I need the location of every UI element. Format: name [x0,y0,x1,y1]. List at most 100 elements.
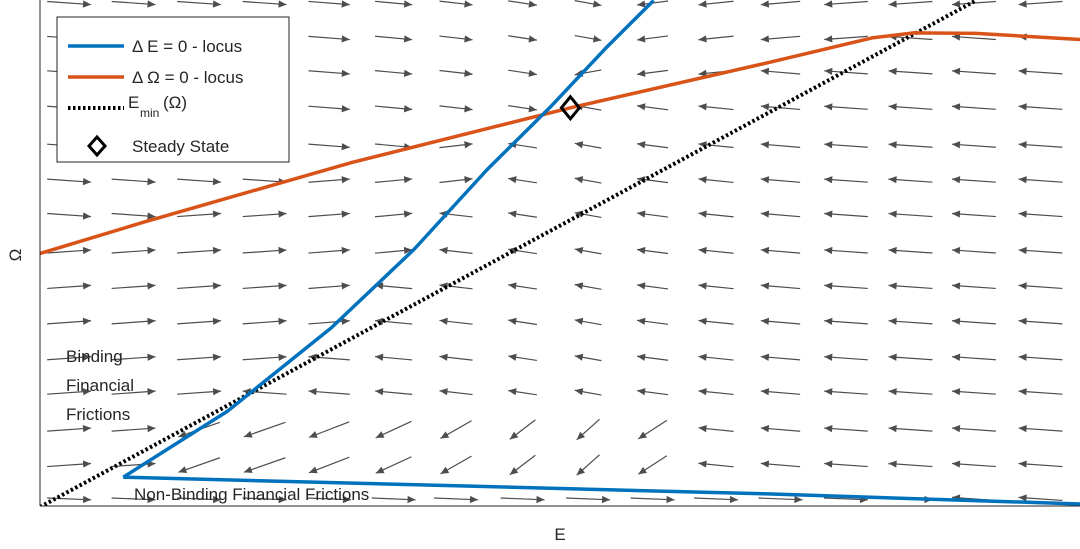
flow-arrow [888,353,933,361]
flow-arrow-head [951,246,961,255]
legend-label-emin-sub: min [140,106,159,120]
flow-arrow [308,176,350,184]
flow-arrow [509,419,536,440]
flow-arrow [1018,141,1063,149]
flow-arrow [177,246,222,255]
flow-arrow [637,455,668,475]
flow-arrow [824,353,868,361]
flow-arrow-head [147,495,156,504]
flow-arrow [888,388,933,396]
flow-arrow [888,460,933,468]
region-annotations: Binding Financial Frictions Non-Binding … [66,347,369,504]
flow-arrow [566,495,611,504]
flow-arrow [1018,494,1063,502]
flow-arrow-head [888,67,897,75]
flow-arrow-head [528,69,537,77]
flow-arrow-head [1018,494,1027,502]
flow-arrow [242,495,287,504]
flow-arrow-head [341,69,350,77]
flow-arrow-head [243,466,253,474]
flow-arrow [951,246,996,255]
flow-arrow [374,105,413,113]
flow-arrow-head [341,35,350,43]
flow-arrow [1018,0,1063,8]
flow-arrow-head [824,141,833,149]
flow-arrow [637,419,668,440]
flow-arrow-head [464,105,473,113]
flow-arrow-head [212,388,222,396]
legend-label-domega-locus: Δ Ω = 0 - locus [132,68,243,87]
flow-arrow-head [375,282,384,290]
flow-arrow-head [637,388,646,396]
flow-arrow [177,317,222,325]
flow-arrow [508,353,538,362]
flow-arrow-head [403,0,413,8]
flow-arrow [630,495,675,504]
flow-arrow [47,460,92,468]
flow-arrow-head [824,176,833,184]
flow-arrow [698,388,734,396]
flow-arrow [636,353,669,361]
flow-arrow-head [341,282,350,290]
flow-arrow-head [536,495,545,504]
flow-arrow-head [212,495,222,504]
flow-arrow-head [760,0,770,8]
plot-area [40,0,1080,506]
flow-arrow [374,353,413,361]
flow-arrow [888,317,933,325]
flow-arrow-head [888,176,897,184]
flow-arrow-head [824,353,833,361]
flow-arrow-head [82,246,92,255]
flow-arrow-head [760,103,770,111]
flow-arrow [824,388,868,396]
y-axis-label: Ω [6,249,25,262]
flow-arrow-head [760,67,770,75]
flow-arrow [1018,103,1063,111]
flow-arrow [760,246,801,255]
flow-arrow-head [951,67,961,75]
flow-arrow-head [574,388,584,396]
flow-arrow [178,457,221,474]
flow-arrow-head [403,35,413,43]
flow-arrow [308,456,350,474]
flow-arrow-head [951,282,961,290]
flow-arrow-head [951,0,961,8]
flow-arrow [242,353,287,361]
flow-arrow-head [637,69,646,77]
flow-arrow [307,495,352,504]
flow-arrow [439,69,473,77]
nonbinding-boundary-line [123,475,1080,506]
flow-arrow [509,454,536,476]
flow-arrow-head [308,466,318,474]
flow-arrow [636,103,669,111]
flow-arrow [439,388,473,396]
flow-arrow-head [439,353,448,361]
flow-arrow-head [760,246,770,255]
flow-arrow-head [278,353,287,361]
flow-arrow-head [403,246,413,255]
flow-arrow-head [951,33,961,41]
flow-arrow [439,0,473,8]
flow-arrow [439,176,473,184]
flow-arrow [760,210,801,218]
flow-arrow [574,388,602,396]
flow-arrow-head [528,105,537,113]
flow-arrow [243,421,286,438]
flow-arrow-head [592,0,602,8]
flow-arrow [374,282,413,290]
flow-arrow-head [951,317,961,325]
binding-label-line-2: Financial [66,376,134,395]
flow-arrow-head [576,431,586,440]
flow-arrow-head [592,35,602,43]
flow-arrow [242,282,287,290]
flow-arrow [508,317,538,326]
flow-arrow [508,176,538,184]
flow-arrow [47,353,92,361]
flow-arrow [308,317,350,325]
flow-arrow [760,141,801,149]
flow-arrow-head [1018,141,1027,149]
flow-arrow [574,317,602,326]
flow-arrow-head [698,69,707,77]
flow-arrow [1018,425,1063,433]
flow-arrow-head [951,353,961,361]
